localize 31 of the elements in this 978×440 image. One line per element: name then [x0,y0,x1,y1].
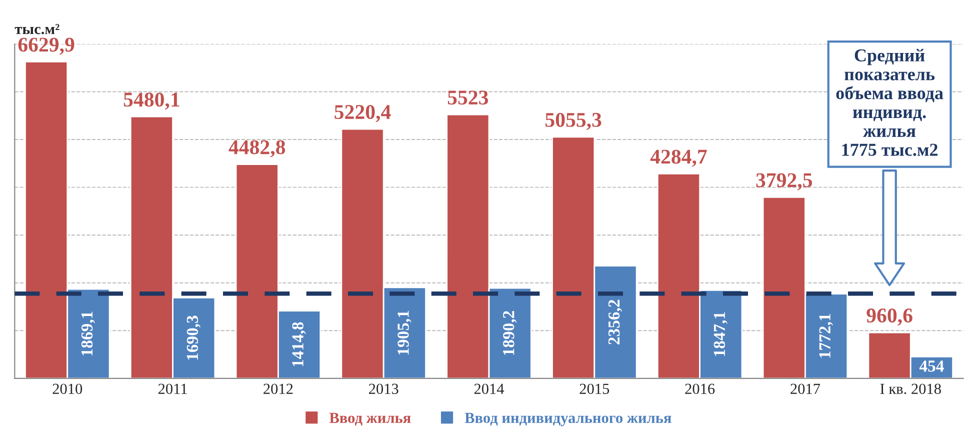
data-label: 454 [919,360,944,372]
data-label: 1414,8 [292,322,306,366]
data-label: 1905,1 [398,310,412,354]
data-label: 5055,3 [546,112,602,130]
data-label: 5220,4 [334,104,391,122]
data-label: 6629,9 [18,38,74,55]
data-label: 2356,2 [608,300,622,344]
data-label: 3792,5 [756,173,812,190]
x-tick-label: 2012 [264,384,293,394]
x-tick-label: 2013 [368,384,398,394]
x-tick-label: I кв. 2018 [880,384,941,394]
legend-label: Ввод жилья [329,412,411,426]
data-label: 1890,2 [503,311,517,355]
x-tick-label: 2010 [52,384,82,394]
data-label: 5480,1 [124,92,180,110]
data-label: 4284,7 [650,150,707,167]
legend-label: Ввод индивидуального жилья [464,412,672,426]
x-tick-label: 2016 [685,384,715,394]
data-label: 960,6 [866,308,912,326]
data-label: 1869,1 [81,312,96,356]
x-tick-label: 2017 [790,384,820,394]
data-label: 1847,1 [714,312,728,356]
x-tick-label: 2015 [580,384,610,394]
ref-line-label: Средний показатель объема ввода индивид. жилья 1775 тыс.м2 [836,48,944,156]
data-label: 1772,1 [819,314,833,358]
data-label: 1690,3 [186,316,200,360]
y-axis-title: тыс.м² [14,24,60,34]
x-tick-label: 2011 [158,384,187,394]
x-tick-label: 2014 [474,384,504,394]
data-label: 5523 [448,90,488,105]
data-label: 4482,8 [228,140,286,158]
